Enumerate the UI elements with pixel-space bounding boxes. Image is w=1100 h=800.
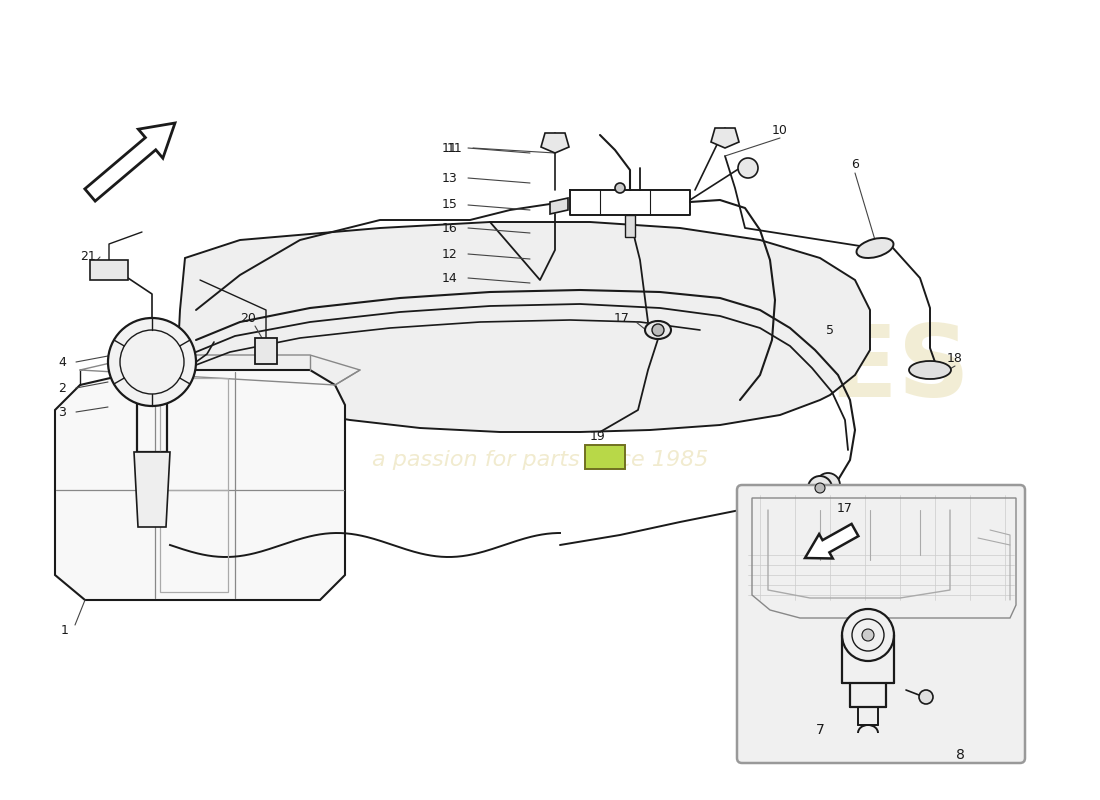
Text: 4: 4 xyxy=(58,355,66,369)
Text: 8: 8 xyxy=(956,748,965,762)
Bar xyxy=(255,338,277,364)
FancyArrow shape xyxy=(85,123,175,201)
Polygon shape xyxy=(55,370,345,600)
Polygon shape xyxy=(134,452,170,527)
Text: 5: 5 xyxy=(826,323,834,337)
Circle shape xyxy=(918,690,933,704)
Polygon shape xyxy=(541,133,569,153)
Circle shape xyxy=(842,609,894,661)
Text: 2: 2 xyxy=(58,382,66,394)
Text: 10: 10 xyxy=(772,123,788,137)
Text: 20: 20 xyxy=(240,311,256,325)
Circle shape xyxy=(808,476,832,500)
Polygon shape xyxy=(178,222,870,432)
Ellipse shape xyxy=(645,321,671,339)
Text: EUROSPARES: EUROSPARES xyxy=(229,322,971,418)
Circle shape xyxy=(108,318,196,406)
Circle shape xyxy=(816,473,840,497)
Text: 3: 3 xyxy=(58,406,66,418)
Text: a passion for parts since 1985: a passion for parts since 1985 xyxy=(372,450,708,470)
Circle shape xyxy=(815,483,825,493)
Text: 11: 11 xyxy=(447,142,463,154)
Text: 11: 11 xyxy=(442,142,458,154)
Text: 17: 17 xyxy=(614,311,630,325)
Bar xyxy=(90,260,128,280)
Circle shape xyxy=(652,324,664,336)
Bar xyxy=(585,445,625,469)
Ellipse shape xyxy=(857,238,893,258)
FancyArrow shape xyxy=(805,524,858,558)
Circle shape xyxy=(862,629,874,641)
Ellipse shape xyxy=(909,361,952,379)
Text: 13: 13 xyxy=(442,171,458,185)
Circle shape xyxy=(738,158,758,178)
Text: 21: 21 xyxy=(80,250,96,263)
Text: 1: 1 xyxy=(62,623,69,637)
Text: 7: 7 xyxy=(815,723,824,737)
Text: 19: 19 xyxy=(590,430,606,442)
Bar xyxy=(625,215,635,237)
Text: 16: 16 xyxy=(442,222,458,234)
Polygon shape xyxy=(711,128,739,148)
Text: 15: 15 xyxy=(442,198,458,211)
Text: 18: 18 xyxy=(947,351,962,365)
Text: 17: 17 xyxy=(837,502,852,514)
Circle shape xyxy=(615,183,625,193)
Text: 14: 14 xyxy=(442,271,458,285)
Text: 6: 6 xyxy=(851,158,859,171)
Text: 12: 12 xyxy=(442,247,458,261)
FancyBboxPatch shape xyxy=(737,485,1025,763)
Polygon shape xyxy=(550,198,568,214)
